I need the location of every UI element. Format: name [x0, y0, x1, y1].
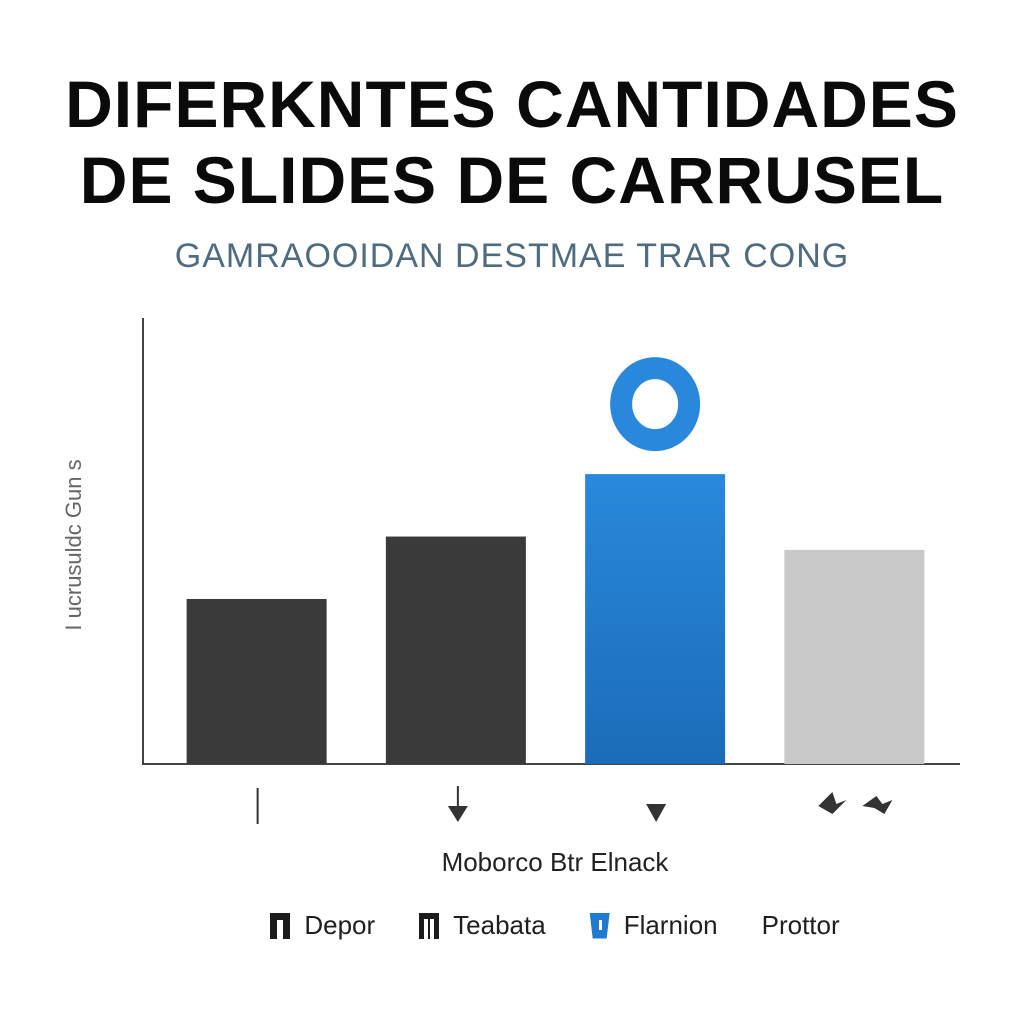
legend-label: Prottor — [761, 910, 840, 940]
legend-label: Flarnion — [623, 910, 718, 940]
bar-prottor — [784, 549, 925, 764]
bar-flarnion — [585, 474, 726, 764]
legend: Depor Teabata Flarnion Prottor — [150, 910, 960, 941]
chart-title-line-1: DIFERKNTES CANTIDADES — [65, 67, 959, 141]
bar-depor — [186, 598, 327, 764]
chart-title: DIFERKNTES CANTIDADES DE SLIDES DE CARRU… — [40, 66, 984, 218]
legend-label: Teabata — [453, 910, 546, 940]
blue-cup-icon — [589, 912, 610, 939]
legend-label: Depor — [304, 910, 376, 940]
chart-title-line-2: DE SLIDES DE CARRUSEL — [79, 143, 945, 217]
chart-subtitle: GAMRAOOIDAN DESTMAE TRAR CONG — [174, 237, 850, 275]
bar-teabata — [385, 536, 526, 764]
legend-item-flarnion[interactable]: Flarnion — [589, 910, 718, 941]
x-marker-triangle — [646, 804, 667, 822]
highlight-ring-marker — [610, 357, 701, 452]
legend-item-teabata[interactable]: Teabata — [419, 910, 546, 941]
legend-item-prottor[interactable]: Prottor — [762, 910, 840, 941]
x-marker-arrow-head — [447, 806, 468, 822]
dark-double-bar-icon — [419, 912, 440, 939]
legend-item-depor[interactable]: Depor — [270, 910, 375, 941]
x-axis-label: Moborco Btr Elnack — [441, 847, 669, 877]
y-axis-label: I ucrusuldc Gun s — [61, 459, 86, 631]
x-marker-bird-left — [818, 792, 847, 814]
x-marker-bird-right — [862, 796, 893, 814]
dark-bar-icon — [270, 912, 291, 939]
